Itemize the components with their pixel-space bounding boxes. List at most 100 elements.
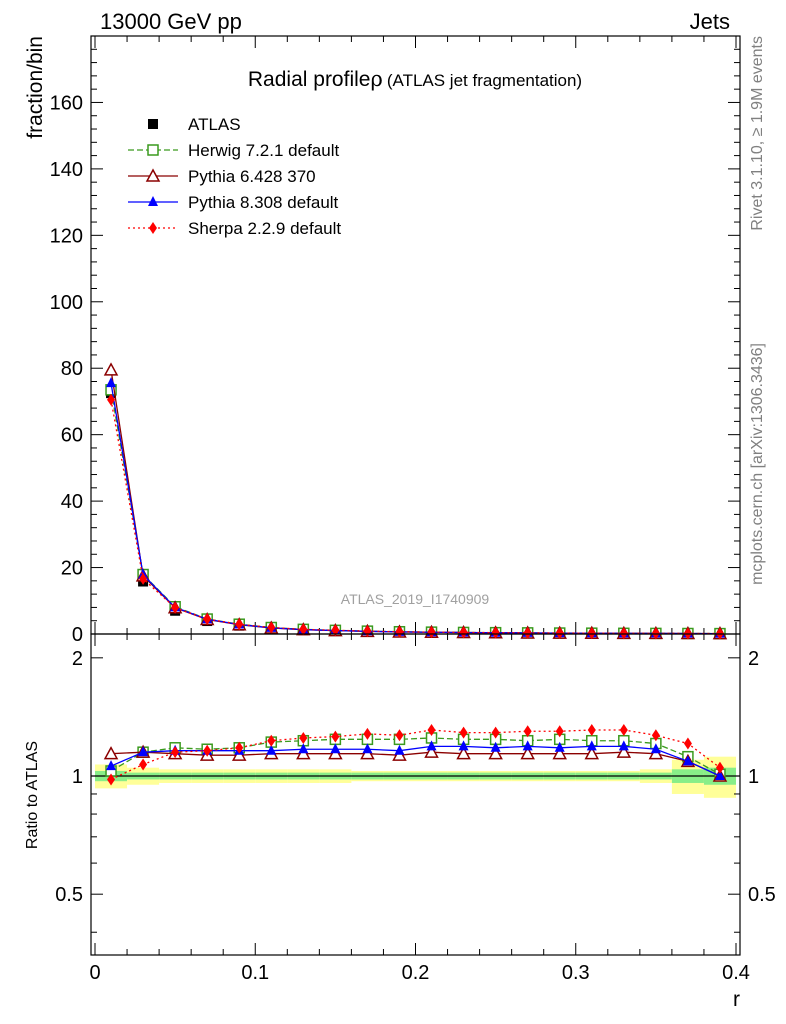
main-y-tick-label: 140 [50,159,83,181]
main-title: Radial profileρ (ATLAS jet fragmentation) [248,67,582,91]
legend-marker [148,119,158,129]
ratio-data-point [331,730,340,743]
legend-marker [147,144,159,156]
ratio-series-3 [107,723,724,786]
ratio-y-tick-label-right: 1 [748,766,759,788]
ratio-series-line [110,729,721,781]
x-tick-label: 0.2 [402,962,430,984]
legend-marker [149,222,157,234]
ratio-data-point [107,773,116,786]
ratio-data-point [651,729,660,742]
main-data-point [427,626,436,639]
ratio-frame [90,633,741,956]
x-tick-label: 0.3 [562,962,590,984]
ratio-data-point [650,743,661,754]
legend-label: Pythia 8.308 default [188,193,339,212]
main-y-tick-label: 160 [50,92,83,114]
ratio-data-point [203,744,212,757]
ratio-y-tick-label: 2 [72,648,83,670]
mcplots-label: mcplots.cern.ch [arXiv:1306.3436] [749,343,766,585]
main-data-point [587,627,596,640]
title-symbol: ρ [370,67,382,91]
main-data-point [491,626,500,639]
ratio-data-point [458,740,469,751]
legend-label: ATLAS [188,115,241,134]
rivet-label: Rivet 3.1.10, ≥ 1.9M events [749,36,766,231]
main-y-tick-label: 60 [61,425,83,447]
ratio-data-point [491,726,500,739]
ratio-data-point [586,740,597,751]
main-data-point [459,626,468,639]
main-y-tick-label: 20 [61,558,83,580]
main-data-point [107,393,116,406]
main-data-point [171,601,180,614]
ratio-data-point [490,741,501,752]
ratio-data-point [456,746,471,760]
ratio-data-point [523,725,532,738]
ratio-data-point [555,725,564,738]
ratio-data-point [587,723,596,736]
ratio-data-point [522,740,533,751]
ratio-series-2 [106,740,725,781]
ratio-data-point [520,746,535,760]
title-subtitle: (ATLAS jet fragmentation) [387,71,582,90]
ratio-y-tick-label: 0.5 [55,884,83,906]
header-right: Jets [690,9,730,34]
main-data-point [395,625,404,638]
ratio-series-line [111,751,721,777]
legend-entry: Herwig 7.2.1 default [128,141,339,160]
legend-label: Herwig 7.2.1 default [188,141,339,160]
ratio-data-point [235,741,244,754]
main-data-point [235,618,244,631]
ratio-data-point [330,743,341,754]
main-series-line [110,399,720,635]
x-axis-title: r [733,988,740,1011]
ratio-data-point [619,723,628,736]
main-data-point [331,624,340,637]
main-data-point [106,377,117,388]
main-data-point [523,626,532,639]
legend-entry: Pythia 8.308 default [128,193,339,212]
main-panel: 0 20 40 60 80 100 120 140 160 [50,35,741,646]
ratio-data-point [362,743,373,754]
ratio-data-point [552,746,567,760]
main-y-tick-label: 120 [50,225,83,247]
legend-label: Sherpa 2.2.9 default [188,219,341,238]
main-data-point [651,627,660,640]
legend-marker [145,168,161,182]
ratio-data-point [584,746,600,760]
ratio-data-point [298,743,309,754]
header-left: 13000 GeV pp [100,9,242,34]
main-data-point [267,621,276,634]
ratio-data-point [714,770,725,781]
main-data-point [619,627,628,640]
ratio-data-point [682,755,693,766]
main-data-point [139,572,148,585]
ratio-series-line [110,745,721,777]
ratio-data-point [299,731,308,744]
watermark: ATLAS_2019_I1740909 [341,591,490,607]
main-y-tick-label: 40 [61,491,83,513]
ratio-data-point [103,746,119,760]
main-data-point [103,362,119,376]
ratio-data-point [426,740,437,751]
ratio-y-tick-label: 1 [72,766,83,788]
main-y-tick-label: 100 [50,292,83,314]
ratio-data-point [683,737,692,750]
ratio-data-point [427,723,436,736]
x-tick-label: 0 [89,962,100,984]
ratio-data-point [424,744,439,758]
ratio-data-point [139,758,148,771]
legend-label: Pythia 6.428 370 [188,167,316,186]
legend-marker [148,196,158,206]
x-tick-label: 0.1 [241,962,269,984]
main-y-tick-label: 80 [61,358,83,380]
main-data-point [203,613,212,626]
legend-entry: Sherpa 2.2.9 default [128,219,341,238]
ratio-data-point [171,746,180,759]
ratio-data-point [618,740,629,751]
ratio-data-point [138,746,149,757]
ratio-y-tick-label-right: 2 [748,648,759,670]
legend: ATLAS Herwig 7.2.1 default Pythia 6.428 37… [128,115,341,238]
